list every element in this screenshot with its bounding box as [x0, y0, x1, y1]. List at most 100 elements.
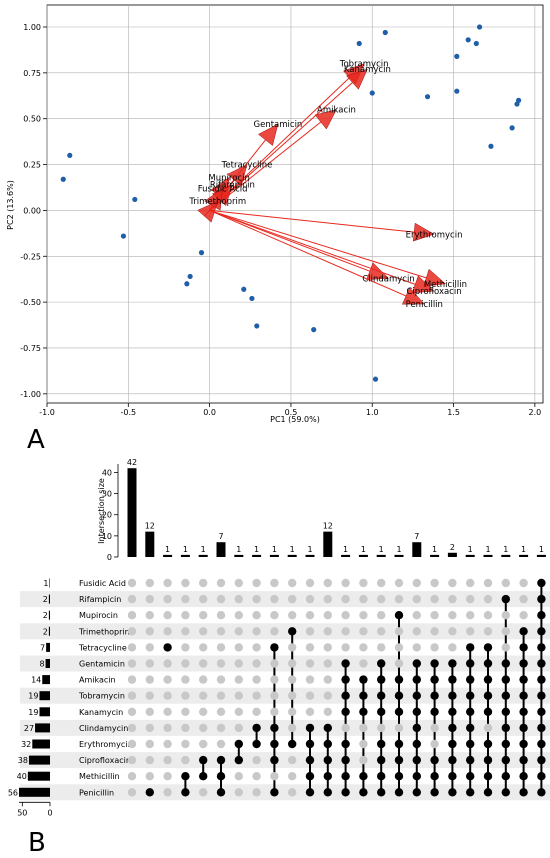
- matrix-dot-empty: [127, 772, 137, 781]
- intersection-bar-label: 1: [396, 545, 401, 554]
- matrix-dot-filled: [537, 707, 546, 716]
- matrix-dot-empty: [145, 772, 154, 781]
- intersection-y-axis: 0 10 20 30 40: [102, 464, 119, 562]
- matrix-dot-empty: [181, 755, 190, 765]
- matrix-dot-empty: [234, 611, 243, 620]
- intersection-bar-group: 1: [519, 545, 529, 557]
- matrix-dot-empty: [305, 627, 315, 636]
- intersection-bar: [412, 542, 422, 557]
- sample-point: [454, 53, 460, 59]
- matrix-dot-empty: [127, 627, 137, 636]
- matrix-dot-filled: [341, 739, 350, 749]
- matrix-dot-empty: [216, 643, 226, 652]
- matrix-dot-empty: [145, 643, 154, 652]
- sample-point: [382, 29, 388, 36]
- intersection-bar: [287, 554, 297, 557]
- sample-point: [516, 97, 522, 103]
- matrix-dot-filled: [483, 772, 493, 781]
- x-tick-label: -1.0: [39, 408, 55, 417]
- matrix-dot-empty: [127, 594, 137, 604]
- matrix-dot-empty: [323, 643, 332, 652]
- matrix-dot-filled: [252, 723, 261, 733]
- matrix-dot-empty: [181, 627, 190, 636]
- matrix-dot-filled: [537, 643, 546, 652]
- sample-point: [241, 286, 247, 292]
- set-size-bar: [48, 610, 50, 620]
- matrix-dot-empty: [181, 611, 190, 620]
- pca-y-ticks: -1.00 -0.75 -0.50 -0.25 0.00 0.25 0.50 0.75 1.00: [20, 23, 47, 399]
- intersection-column: [501, 578, 510, 797]
- matrix-dot-empty: [127, 659, 137, 668]
- intersection-column: [359, 578, 368, 797]
- intersection-bar: [394, 554, 404, 557]
- matrix-dot-empty: [127, 643, 137, 652]
- intersection-column: [216, 578, 226, 797]
- matrix-dot-empty: [501, 611, 510, 620]
- matrix-dot-filled: [501, 755, 510, 765]
- set-size-bar: [49, 578, 50, 588]
- matrix-dot-filled: [145, 788, 154, 797]
- y-tick-label: 1.00: [23, 23, 41, 32]
- matrix-dot-filled: [537, 755, 546, 765]
- intersection-bar: [430, 554, 440, 557]
- matrix-dot-empty: [323, 578, 332, 588]
- matrix-dot-empty: [448, 594, 457, 604]
- matrix-dot-empty: [394, 578, 404, 588]
- matrix-dot-filled: [537, 691, 546, 700]
- matrix-dot-filled: [323, 772, 332, 781]
- matrix-dot-empty: [430, 643, 439, 652]
- matrix-dot-empty: [216, 578, 226, 588]
- matrix-dot-empty: [199, 611, 208, 620]
- matrix-dot-empty: [412, 643, 421, 652]
- matrix-dot-empty: [288, 707, 297, 716]
- intersection-column: [466, 578, 475, 797]
- y-tick-label: 0.25: [23, 161, 41, 170]
- matrix-dot-empty: [234, 594, 243, 604]
- set-size-bar-group: 8: [39, 659, 50, 669]
- matrix-dot-empty: [377, 627, 386, 636]
- matrix-dot-empty: [270, 691, 279, 700]
- matrix-dot-empty: [252, 611, 261, 620]
- loading-arrow-head: [257, 123, 279, 146]
- matrix-dot-empty: [288, 659, 297, 668]
- matrix-dot-empty: [199, 643, 208, 652]
- matrix-dot-empty: [199, 594, 208, 604]
- sample-point: [465, 37, 471, 43]
- intersection-bar-label: 1: [503, 545, 508, 554]
- set-name: Tetracycline: [78, 643, 127, 652]
- matrix-dot-filled: [359, 707, 368, 716]
- matrix-dot-empty: [252, 594, 261, 604]
- matrix-dot-filled: [430, 755, 439, 765]
- matrix-dot-filled: [270, 788, 279, 797]
- matrix-dot-empty: [234, 788, 243, 797]
- intersection-bar-label: 1: [468, 545, 473, 554]
- matrix-dot-empty: [163, 627, 172, 636]
- set-size-bar: [45, 659, 50, 668]
- sample-point: [249, 295, 255, 302]
- intersection-bar-group: 12: [145, 522, 155, 557]
- matrix-dot-empty: [216, 611, 226, 620]
- matrix-dot-empty: [127, 691, 137, 700]
- matrix-dot-empty: [199, 578, 208, 588]
- intersection-bar-label: 1: [236, 545, 241, 554]
- set-size-bar-group: 2: [43, 594, 50, 604]
- matrix-dot-empty: [305, 691, 315, 700]
- y-tick-label: -0.50: [20, 298, 41, 307]
- matrix-dot-empty: [199, 739, 208, 749]
- matrix-dot-filled: [341, 788, 350, 797]
- matrix-dot-filled: [412, 788, 421, 797]
- matrix-dot-filled: [448, 755, 457, 765]
- matrix-dot-empty: [483, 594, 493, 604]
- intersection-column: [305, 578, 315, 797]
- set-size-bar-group: 2: [43, 610, 50, 620]
- set-size-bar: [48, 626, 50, 636]
- matrix-dot-filled: [537, 627, 546, 636]
- loading-arrow: [209, 209, 447, 287]
- matrix-dot-filled: [216, 788, 226, 797]
- intersection-bar: [127, 468, 137, 557]
- matrix-dot-empty: [234, 675, 243, 684]
- matrix-dot-filled: [466, 643, 475, 652]
- matrix-dot-filled: [323, 739, 332, 749]
- matrix-dot-empty: [341, 594, 350, 604]
